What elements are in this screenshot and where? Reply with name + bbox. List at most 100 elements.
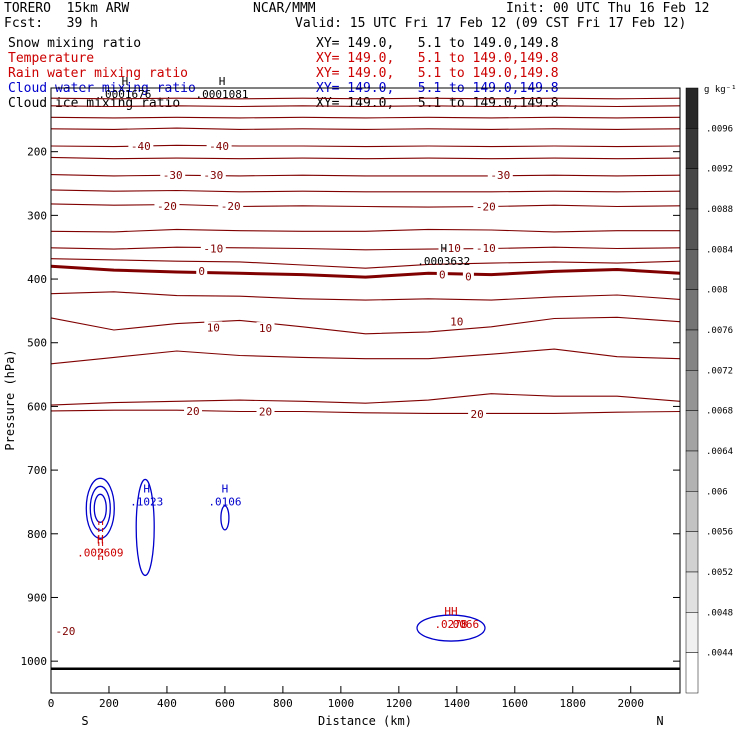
temperature-contour-8 <box>50 203 681 208</box>
contour-label-0: -40 <box>131 140 151 153</box>
x-tick-label-3: 600 <box>215 697 235 710</box>
colorbar-bin-7 <box>685 370 699 411</box>
y-tick-label-3: 500 <box>27 337 47 350</box>
y-tick-label-4: 600 <box>27 400 47 413</box>
y-tick-label-1: 300 <box>27 209 47 222</box>
extremum-value-4: .0106 <box>208 496 241 509</box>
cloud-contour-1 <box>89 485 111 531</box>
contour-label-10: -10 <box>476 242 496 255</box>
colorbar-label-4: .008 <box>706 286 728 296</box>
contour-label-6: -20 <box>221 200 241 213</box>
temperature-contour-2 <box>50 116 681 119</box>
colorbar: .0096 .0092 .0088 .0084 .008 .0076 .0072 .0068.… <box>685 85 737 694</box>
y-tick-label-0: 200 <box>27 146 47 159</box>
y-tick-label-8: 1000 <box>21 655 48 668</box>
contour-label-bg-17 <box>184 404 203 417</box>
temperature-contour-6 <box>50 174 681 177</box>
contour-label-bg-11 <box>196 264 208 277</box>
contour-label-bg-12 <box>436 268 448 281</box>
contour-label-7: -20 <box>476 200 496 213</box>
field-temperature-xy: XY= 149.0, 5.1 to 149.0,149.8 <box>316 51 559 66</box>
extremum-value-1: .0001081 <box>196 88 249 101</box>
colorbar-label-12: .0048 <box>706 608 733 618</box>
x-tick-label-1: 200 <box>99 697 119 710</box>
extremum-mark-1: H <box>219 75 226 88</box>
contour-label-12: 0 <box>439 269 446 282</box>
field-rain-name: Rain water mixing ratio <box>8 66 189 81</box>
y-tick-label-6: 800 <box>27 528 47 541</box>
cloud-contour-2 <box>93 493 107 523</box>
contour-label-bg-3 <box>200 169 226 182</box>
extremum-mark-2: H <box>440 242 447 255</box>
x-tick-label-10: 2000 <box>617 697 644 710</box>
extremum-value-5: .002609 <box>77 547 123 560</box>
field-cloudice-name: Cloud ice mixing ratio <box>8 96 181 111</box>
extrema-labels: H.0001676H.0001081H.0003632H.1023H.0106H… <box>77 75 479 631</box>
y-tick-label-5: 700 <box>27 464 47 477</box>
extremum-value-3: .1023 <box>130 496 163 509</box>
colorbar-label-5: .0076 <box>706 326 733 336</box>
valid-time: Valid: 15 UTC Fri 17 Feb 12 (09 CST Fri … <box>295 16 687 31</box>
contour-label-bg-2 <box>160 169 186 182</box>
colorbar-label-6: .0072 <box>706 366 733 376</box>
colorbar-bin-11 <box>685 531 699 573</box>
colorbar-bin-4 <box>685 249 699 290</box>
field-rain-xy: XY= 149.0, 5.1 to 149.0,149.8 <box>316 66 559 81</box>
temperature-contour-11 <box>50 258 681 269</box>
colorbar-label-2: .0088 <box>706 205 733 215</box>
contour-label-bg-14 <box>204 321 223 334</box>
colorbar-label-3: .0084 <box>706 245 733 255</box>
extremum-mark-3: H <box>143 483 150 496</box>
colorbar-bin-5 <box>685 289 699 331</box>
plot-axes: 0 200 400 600 800 1000 1200 1400 1600 1800 2000200… <box>21 87 681 710</box>
contour-label-19: 20 <box>470 408 483 421</box>
contour-label-11: 0 <box>198 265 205 278</box>
extremum-mark-4: H <box>222 483 229 496</box>
contour-label-bg-18 <box>256 405 275 418</box>
temperature-contour-13 <box>50 291 681 301</box>
south-end-label: S <box>81 714 88 728</box>
colorbar-bin-2 <box>685 168 699 210</box>
contour-label-1: -40 <box>209 140 229 153</box>
colorbar-bin-9 <box>685 450 699 492</box>
contour-label-4: -30 <box>490 169 510 182</box>
x-tick-label-0: 0 <box>48 697 55 710</box>
colorbar-label-1: .0092 <box>706 165 733 175</box>
colorbar-label-11: .0052 <box>706 568 733 578</box>
temperature-contour-17 <box>50 409 681 414</box>
cloud-contour-4 <box>220 505 230 531</box>
colorbar-label-0: .0096 <box>706 124 733 134</box>
field-temperature-name: Temperature <box>8 51 95 66</box>
x-tick-label-9: 1800 <box>560 697 587 710</box>
model-title: TORERO 15km ARW <box>4 1 130 16</box>
colorbar-label-10: .0056 <box>706 528 733 538</box>
x-tick-label-6: 1200 <box>386 697 413 710</box>
contour-label-5: -20 <box>157 200 177 213</box>
temperature-contour-9 <box>50 228 680 233</box>
cloud-contour-0 <box>85 477 115 539</box>
contour-label-3: -30 <box>203 169 223 182</box>
x-tick-label-7: 1400 <box>444 697 471 710</box>
contour-label-bg-9 <box>438 241 464 254</box>
init-time: Init: 00 UTC Thu 16 Feb 12 <box>506 1 710 16</box>
colorbar-label-9: .006 <box>706 487 728 497</box>
colorbar-bin-8 <box>685 410 699 452</box>
colorbar-bin-10 <box>685 491 699 532</box>
temperature-contour-1 <box>50 105 681 108</box>
forecast-hour: Fcst: 39 h <box>4 16 98 31</box>
temperature-contours <box>50 97 681 414</box>
colorbar-bin-3 <box>685 208 699 250</box>
extremum-value-0: .0001676 <box>98 88 151 101</box>
colorbar-bin-6 <box>685 329 699 371</box>
contour-label-bg-13 <box>462 270 474 283</box>
contour-label-9: -10 <box>441 242 461 255</box>
x-tick-label-8: 1600 <box>502 697 529 710</box>
contour-label-14: 10 <box>207 321 220 334</box>
temperature-contour-15 <box>50 348 681 365</box>
extremum-value-2: .0003632 <box>417 255 470 268</box>
contour-label-bg-5 <box>154 199 180 212</box>
contour-label-17: 20 <box>186 405 199 418</box>
contour-label-13: 0 <box>465 271 472 284</box>
plot-frame <box>50 87 681 694</box>
